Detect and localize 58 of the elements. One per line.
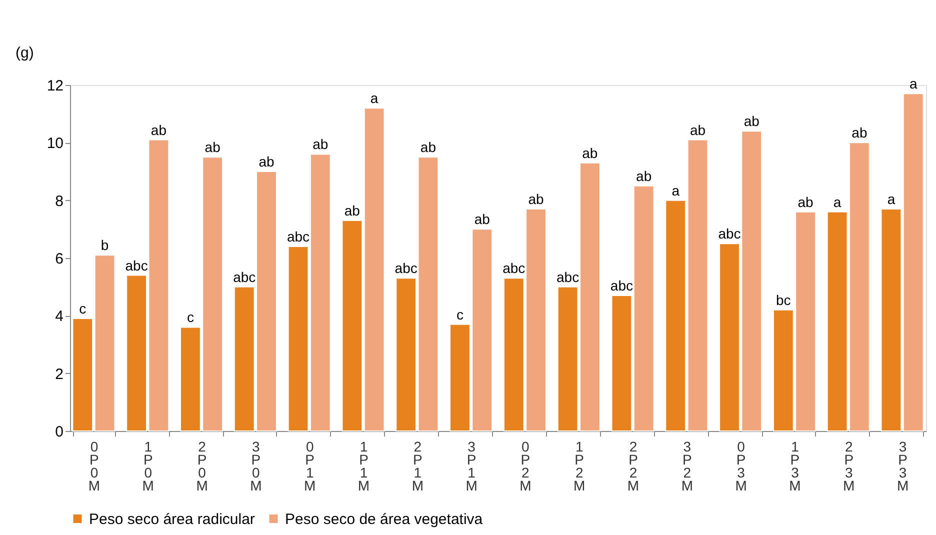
y-tick-label: 0 xyxy=(55,424,64,440)
data-label: abc xyxy=(286,228,310,244)
x-tick-label: 2P0M xyxy=(196,438,208,494)
x-tick-label: 3P2M xyxy=(681,438,693,494)
data-label: ab xyxy=(528,190,544,207)
data-label: abc xyxy=(394,260,418,276)
y-tick-label: 8 xyxy=(55,192,64,210)
data-label: a xyxy=(672,182,680,198)
y-tick-label: 6 xyxy=(55,250,64,268)
x-tick-label: 1P2M xyxy=(574,438,586,494)
x-tick-label: 0P0M xyxy=(88,438,100,494)
y-tick-label: 10 xyxy=(46,135,64,152)
data-label: abc xyxy=(556,268,580,285)
data-label: ab xyxy=(798,194,814,210)
data-label: ab xyxy=(474,211,490,228)
data-label: ab xyxy=(344,202,360,219)
data-label: a xyxy=(887,190,896,207)
data-label: abc xyxy=(125,257,148,274)
y-tick-label: 12 xyxy=(46,78,64,94)
x-tick-label: 3P3M xyxy=(896,438,909,494)
data-label: b xyxy=(100,237,109,254)
x-tick-label: 0P1M xyxy=(304,438,316,494)
x-tick-label: 3P0M xyxy=(250,438,262,494)
y-tick-label: 2 xyxy=(55,366,64,383)
data-label: abc xyxy=(233,268,256,285)
legend-label: Peso seco área radicular xyxy=(89,510,255,528)
x-tick-label: 2P2M xyxy=(627,438,640,494)
data-label: ab xyxy=(582,144,598,161)
data-label: a xyxy=(370,90,378,106)
data-label: ab xyxy=(690,122,706,138)
data-label: c xyxy=(186,309,194,326)
x-tick-label: 3P1M xyxy=(466,438,478,494)
x-tick-label: 2P1M xyxy=(412,438,424,494)
x-tick-label: 2P3M xyxy=(843,438,855,494)
data-label: abc xyxy=(610,277,633,294)
data-label: a xyxy=(833,194,842,210)
data-label: ab xyxy=(744,113,760,130)
data-label: ab xyxy=(420,139,436,156)
data-label: ab xyxy=(150,122,167,138)
data-label: ab xyxy=(204,139,221,156)
legend-label: Peso seco de área vegetativa xyxy=(285,510,484,528)
data-label: abc xyxy=(502,260,526,276)
x-tick-label: 1P0M xyxy=(142,438,154,494)
data-label: ab xyxy=(258,154,274,170)
x-tick-label: 0P2M xyxy=(520,438,532,494)
data-label: bc xyxy=(776,292,791,308)
data-label: abc xyxy=(718,226,741,242)
x-tick-label: 0P3M xyxy=(735,438,747,494)
y-tick-label: 4 xyxy=(55,308,64,326)
x-tick-label: 1P3M xyxy=(789,438,801,494)
data-label: c xyxy=(79,300,86,317)
data-label: ab xyxy=(636,168,652,184)
data-label: c xyxy=(456,306,464,322)
data-label: a xyxy=(909,76,918,92)
data-label: ab xyxy=(312,136,328,152)
y-axis-title: (g) xyxy=(16,44,34,62)
x-tick-label: 1P1M xyxy=(358,438,370,494)
data-label: ab xyxy=(852,124,868,141)
